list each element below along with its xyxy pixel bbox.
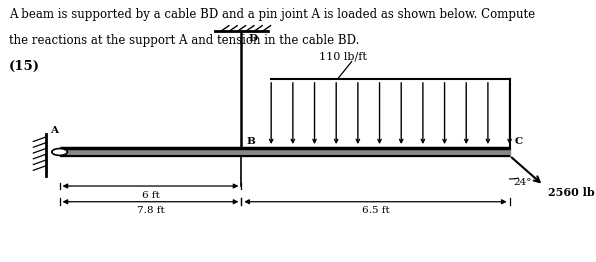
Text: C: C: [514, 137, 523, 146]
Text: 6 ft: 6 ft: [142, 191, 159, 200]
Circle shape: [52, 149, 67, 155]
Bar: [60, 148, 510, 156]
Text: 24°: 24°: [513, 178, 532, 187]
Text: (15): (15): [9, 60, 40, 73]
Text: the reactions at the support A and tension in the cable BD.: the reactions at the support A and tensi…: [9, 34, 359, 47]
Text: A: A: [49, 126, 58, 135]
Text: 2560 lb: 2560 lb: [548, 187, 595, 198]
Text: B: B: [246, 137, 255, 146]
Text: A beam is supported by a cable BD and a pin joint A is loaded as shown below. Co: A beam is supported by a cable BD and a …: [9, 8, 535, 21]
Text: 6.5 ft: 6.5 ft: [362, 206, 389, 215]
Text: 7.8 ft: 7.8 ft: [136, 206, 164, 215]
Text: 110 lb/ft: 110 lb/ft: [319, 52, 367, 62]
Text: D: D: [249, 34, 257, 43]
